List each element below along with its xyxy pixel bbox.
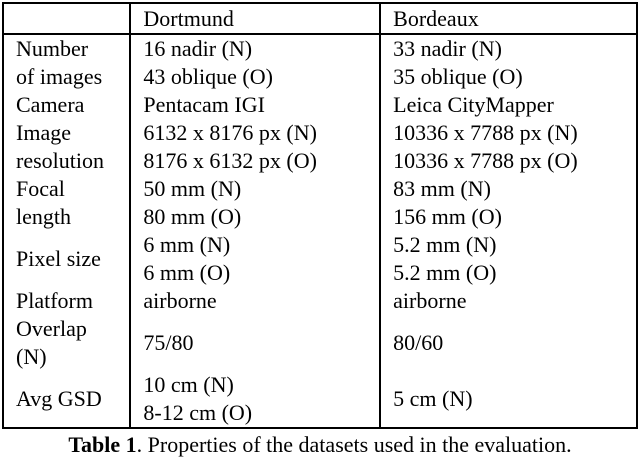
data-cell: 6132 x 8176 px (N) 8176 x 6132 px (O) bbox=[129, 119, 381, 175]
cell-line: of images bbox=[16, 64, 103, 89]
cell-line: 43 oblique (O) bbox=[143, 64, 273, 89]
cell-line: 33 nadir (N) bbox=[393, 36, 502, 61]
table-row: Number of images 16 nadir (N) 43 oblique (O… bbox=[3, 34, 637, 91]
row-header-cell: Avg GSD bbox=[3, 371, 130, 428]
cell-line: 6132 x 8176 px (N) bbox=[143, 120, 317, 145]
cell-line: 16 nadir (N) bbox=[143, 36, 253, 61]
data-cell: 10336 x 7788 px (N) 10336 x 7788 px (O) bbox=[379, 119, 637, 175]
cell-line: 5.2 mm (O) bbox=[393, 260, 497, 285]
table-body: Number of images 16 nadir (N) 43 oblique (O… bbox=[3, 34, 637, 428]
cell-line: 75/80 bbox=[143, 330, 194, 355]
cell-line: Pixel size bbox=[16, 246, 101, 271]
data-cell: airborne bbox=[129, 287, 381, 315]
header-cell-dortmund: Dortmund bbox=[129, 3, 381, 35]
row-header-cell: Number of images bbox=[3, 34, 130, 91]
cell-line: 6 mm (N) bbox=[143, 232, 231, 257]
data-cell: 50 mm (N) 80 mm (O) bbox=[129, 175, 381, 231]
row-header-cell: Overlap (N) bbox=[3, 315, 130, 371]
cell-line: 8-12 cm (O) bbox=[143, 400, 253, 425]
table-row: Image resolution 6132 x 8176 px (N) 8176 x … bbox=[3, 119, 637, 175]
row-header-cell: Platform bbox=[3, 287, 130, 315]
data-cell: Leica CityMapper bbox=[379, 91, 637, 119]
cell-line: 50 mm (N) bbox=[143, 176, 242, 201]
table-caption: Table 1. Properties of the datasets used… bbox=[2, 431, 638, 459]
table-row: Overlap (N) 75/80 80/60 bbox=[3, 315, 637, 371]
header-row: Dortmund Bordeaux bbox=[3, 3, 637, 35]
cell-line: airborne bbox=[393, 288, 467, 313]
cell-line: 8176 x 6132 px (O) bbox=[143, 148, 317, 173]
table-header: Dortmund Bordeaux bbox=[3, 3, 637, 35]
cell-line: 10336 x 7788 px (O) bbox=[393, 148, 578, 173]
header-cell-bordeaux: Bordeaux bbox=[379, 3, 637, 35]
data-cell: 5 cm (N) bbox=[379, 371, 637, 428]
cell-line: 5.2 mm (N) bbox=[393, 232, 497, 257]
table-row: Focal length 50 mm (N) 80 mm (O) 83 mm (N) 15… bbox=[3, 175, 637, 231]
header-cell-empty bbox=[3, 3, 131, 35]
datasets-table: Dortmund Bordeaux Number of images 16 nadi… bbox=[2, 2, 638, 429]
cell-line: 35 oblique (O) bbox=[393, 64, 523, 89]
caption-text: . Properties of the datasets used in the… bbox=[136, 432, 572, 457]
data-cell: Pentacam IGI bbox=[129, 91, 381, 119]
cell-line: 83 mm (N) bbox=[393, 176, 491, 201]
data-cell: 10 cm (N) 8-12 cm (O) bbox=[129, 371, 381, 428]
cell-line: length bbox=[16, 204, 71, 229]
table-row: Avg GSD 10 cm (N) 8-12 cm (O) 5 cm (N) bbox=[3, 371, 637, 428]
cell-line: Leica CityMapper bbox=[393, 92, 554, 117]
cell-line: 10336 x 7788 px (N) bbox=[393, 120, 578, 145]
cell-line: Focal bbox=[16, 176, 65, 201]
cell-line: 156 mm (O) bbox=[393, 204, 502, 229]
row-header-cell: Camera bbox=[3, 91, 130, 119]
table-row: Platform airborne airborne bbox=[3, 287, 637, 315]
row-header-cell: Pixel size bbox=[3, 231, 130, 287]
cell-line: Image bbox=[16, 120, 71, 145]
table-row: Pixel size 6 mm (N) 6 mm (O) 5.2 mm (N) 5.2 … bbox=[3, 231, 637, 287]
cell-line: Platform bbox=[16, 288, 93, 313]
cell-line: 80/60 bbox=[393, 330, 444, 355]
caption-label: Table 1 bbox=[68, 432, 137, 457]
data-cell: 5.2 mm (N) 5.2 mm (O) bbox=[379, 231, 637, 287]
cell-line: Number bbox=[16, 36, 89, 61]
table-row: Camera Pentacam IGI Leica CityMapper bbox=[3, 91, 637, 119]
row-header-cell: Focal length bbox=[3, 175, 130, 231]
data-cell: airborne bbox=[379, 287, 637, 315]
cell-line: 80 mm (O) bbox=[143, 204, 242, 229]
data-cell: 16 nadir (N) 43 oblique (O) bbox=[129, 34, 381, 91]
cell-line: 5 cm (N) bbox=[393, 386, 473, 411]
cell-line: (N) bbox=[16, 344, 47, 369]
data-cell: 80/60 bbox=[379, 315, 637, 371]
row-header-cell: Image resolution bbox=[3, 119, 130, 175]
data-cell: 33 nadir (N) 35 oblique (O) bbox=[379, 34, 637, 91]
cell-line: Avg GSD bbox=[16, 386, 102, 411]
cell-line: resolution bbox=[16, 148, 104, 173]
data-cell: 83 mm (N) 156 mm (O) bbox=[379, 175, 637, 231]
cell-line: airborne bbox=[143, 288, 217, 313]
cell-line: 10 cm (N) bbox=[143, 372, 234, 397]
data-cell: 6 mm (N) 6 mm (O) bbox=[129, 231, 381, 287]
cell-line: Camera bbox=[16, 92, 85, 117]
cell-line: Overlap bbox=[16, 316, 87, 341]
data-cell: 75/80 bbox=[129, 315, 381, 371]
cell-line: 6 mm (O) bbox=[143, 260, 231, 285]
cell-line: Pentacam IGI bbox=[143, 92, 265, 117]
